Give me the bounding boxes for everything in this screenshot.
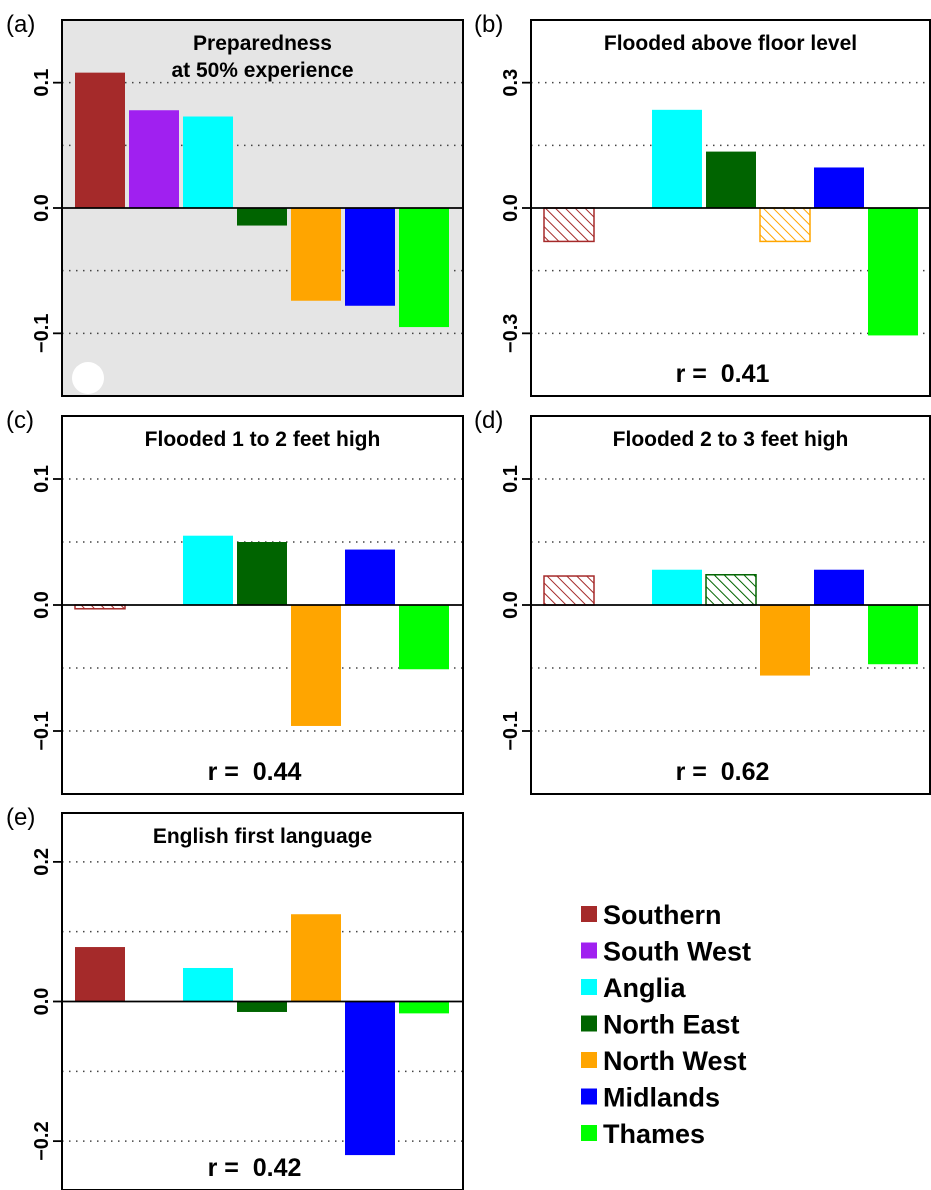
legend-swatch [581, 906, 597, 922]
bar-southern-hatched [543, 207, 595, 243]
legend-item-anglia: Anglia [581, 973, 686, 1003]
bar-midlands [345, 1001, 395, 1156]
legend-label: North West [603, 1046, 747, 1076]
panel-title: Flooded 2 to 3 feet high [613, 428, 849, 451]
y-tick-label: −0.1 [31, 711, 53, 750]
panel-d: 0.1 0.0 −0.1 (d) Flooded 2 to 3 feet high r =… [474, 407, 931, 795]
bar-north-west [760, 605, 810, 676]
legend-item-midlands: Midlands [581, 1083, 720, 1113]
panel-title: Preparedness [193, 32, 332, 55]
legend-item-thames: Thames [581, 1119, 705, 1149]
bar-north-west-hatched [759, 207, 811, 243]
legend-swatch [581, 1088, 597, 1105]
bar-anglia [652, 109, 702, 208]
panel-label: (a) [6, 11, 35, 38]
legend-label: Midlands [603, 1083, 720, 1113]
legend-swatch [581, 979, 597, 995]
legend-item-north-west: North West [581, 1046, 747, 1076]
correlation-label: r = 0.41 [676, 360, 770, 388]
panel-title: Flooded 1 to 2 feet high [145, 428, 381, 451]
y-tick-label: −0.1 [31, 314, 53, 353]
bar-midlands [345, 549, 395, 605]
bar-midlands [814, 167, 864, 208]
panel-title: Flooded above floor level [604, 32, 857, 55]
legend: Southern South West Anglia North East North … [581, 900, 751, 1149]
legend-item-north-east: North East [581, 1010, 740, 1040]
legend-swatch [581, 942, 597, 959]
legend-label: Southern [603, 900, 722, 930]
y-tick-label: 0.0 [500, 194, 522, 222]
bar-north-east [237, 208, 287, 226]
legend-label: South West [603, 937, 751, 967]
correlation-label: r = 0.44 [208, 758, 302, 786]
bar-southern [75, 72, 125, 208]
legend-item-southern: Southern [581, 900, 722, 930]
y-tick-label: 0.1 [31, 69, 53, 97]
legend-label: North East [603, 1010, 740, 1040]
panel-title: English first language [153, 825, 372, 848]
panel-label: (b) [474, 11, 503, 38]
bar-midlands [814, 569, 864, 605]
legend-label: Anglia [603, 973, 686, 1003]
bar-thames [399, 208, 449, 328]
y-tick-label: 0.0 [31, 988, 53, 1016]
y-tick-label: −0.1 [500, 711, 522, 750]
bar-thames [868, 605, 918, 665]
bar-north-east [706, 151, 756, 208]
bar-midlands [345, 208, 395, 306]
y-tick-label: 0.1 [500, 465, 522, 493]
bar-anglia [652, 569, 702, 605]
panel-c: 0.1 0.0 −0.1 (c) Flooded 1 to 2 feet high r =… [6, 407, 464, 795]
bar-north-east-hatched [705, 574, 757, 606]
panel-a: 0.1 0.0 −0.1 (a) Preparedness at 50% experien… [6, 11, 464, 397]
bar-anglia [183, 535, 233, 605]
y-tick-label: 0.2 [31, 848, 53, 876]
bar-north-east [237, 542, 287, 605]
y-tick-label: 0.0 [31, 591, 53, 619]
correlation-label: r = 0.62 [676, 758, 770, 786]
bar-north-west [291, 605, 341, 726]
y-tick-label: 0.0 [31, 194, 53, 222]
correlation-label: r = 0.42 [208, 1154, 302, 1182]
bar-thames [868, 208, 918, 336]
legend-swatch [581, 1015, 597, 1032]
panel-e: 0.2 0.0 −0.2 (e) English first language r = 0… [6, 804, 464, 1190]
legend-label: Thames [603, 1119, 705, 1149]
bar-south-west [129, 110, 179, 208]
bar-thames [399, 1001, 449, 1014]
white-dot-marker [72, 362, 104, 394]
bar-southern-hatched [543, 575, 595, 606]
y-tick-label: 0.0 [500, 591, 522, 619]
y-tick-label: 0.3 [500, 69, 522, 97]
y-tick-label: 0.1 [31, 465, 53, 493]
bar-anglia [183, 116, 233, 208]
panel-label: (c) [6, 407, 34, 434]
bar-north-west [291, 914, 341, 1002]
panel-b: 0.3 0.0 −0.3 (b) Flooded above floor level r … [474, 11, 931, 397]
bar-anglia [183, 967, 233, 1002]
bar-north-east [237, 1001, 287, 1012]
panels: 0.1 0.0 −0.1 (a) Preparedness at 50% experien… [6, 11, 931, 1190]
panel-label: (d) [474, 407, 503, 434]
legend-item-south-west: South West [581, 937, 751, 967]
panel-label: (e) [6, 804, 35, 831]
legend-swatch [581, 1052, 597, 1068]
bar-southern [75, 947, 125, 1002]
y-tick-label: −0.2 [31, 1121, 53, 1160]
legend-swatch [581, 1125, 597, 1141]
panel-title: at 50% experience [171, 59, 353, 82]
bar-north-west [291, 208, 341, 301]
y-tick-label: −0.3 [500, 314, 522, 353]
bar-thames [399, 605, 449, 670]
